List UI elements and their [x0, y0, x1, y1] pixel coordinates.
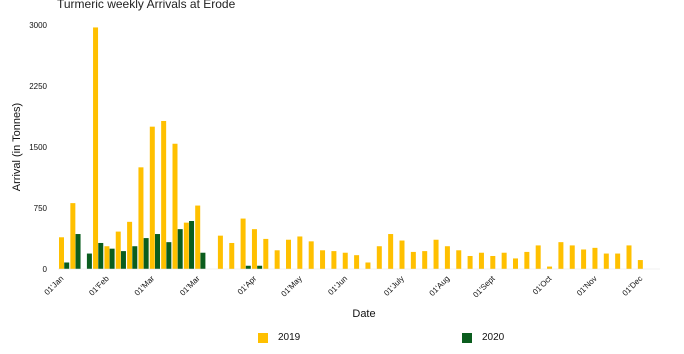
bar-2019-week-37: [467, 255, 473, 269]
x-tick-label: 01'Mar: [178, 274, 202, 298]
bar-2019-week-13: [195, 205, 201, 269]
x-tick-label: 01'May: [279, 274, 303, 298]
bar-2019-week-7: [127, 221, 133, 269]
bar-2019-week-43: [535, 245, 541, 269]
bar-2019-week-35: [444, 246, 450, 269]
bar-2019-week-18: [251, 229, 257, 269]
bar-2019-week-20: [274, 250, 280, 269]
x-tick-label: 01'Feb: [87, 274, 111, 298]
x-tick-label: 01'Jun: [326, 274, 349, 297]
bar-2020-week-1: [64, 262, 70, 269]
bar-2019-week-22: [297, 236, 303, 269]
bar-2019-week-36: [456, 250, 462, 269]
bar-2020-week-18: [257, 265, 263, 269]
bar-2019-week-24: [320, 250, 326, 269]
bar-2019-week-4: [93, 27, 99, 269]
bar-2020-week-17: [245, 265, 251, 269]
bar-2020-week-10: [166, 242, 172, 269]
bar-2019-week-25: [331, 251, 337, 269]
bar-2019-week-8: [138, 167, 144, 269]
chart-title: Turmeric weekly Arrivals at Erode: [57, 0, 236, 11]
y-tick-label: 3000: [29, 21, 47, 30]
x-tick-label: 01'Oct: [531, 274, 554, 297]
bar-2019-week-49: [603, 253, 609, 269]
bar-2019-week-12: [183, 222, 189, 269]
bar-2019-week-52: [637, 260, 643, 269]
bar-2019-week-19: [263, 238, 269, 269]
x-tick-label: 01'Aug: [428, 274, 452, 298]
bar-2019-week-45: [558, 242, 564, 269]
bar-2019-week-31: [399, 240, 405, 269]
bar-2020-week-7: [132, 246, 138, 269]
bar-2019-week-11: [172, 143, 178, 269]
y-axis-ticks: 0 750 1500 2250 3000: [29, 21, 47, 274]
legend-label-2019: 2019: [278, 332, 301, 343]
y-tick-label: 2250: [29, 82, 47, 91]
x-axis-ticks: 01'Jan 01'Feb 01'Mar 01'Mar 01'Apr 01'May 01'J…: [43, 274, 645, 300]
bar-2019-week-16: [229, 242, 235, 269]
bar-2020-week-13: [200, 252, 206, 269]
bar-2019-week-47: [581, 249, 587, 269]
bar-2020-week-5: [109, 248, 115, 269]
bar-2019-week-17: [240, 218, 246, 269]
bar-2019-week-42: [524, 251, 530, 269]
bar-2019-week-48: [592, 247, 598, 269]
y-axis-title: Arrival (in Tonnes): [11, 103, 23, 191]
legend-swatch-2020: [462, 332, 472, 343]
bar-2019-week-44: [547, 266, 553, 269]
bar-2019-week-39: [490, 255, 496, 269]
x-tick-label: 01'Apr: [236, 274, 259, 297]
bar-2020-week-9: [155, 234, 160, 269]
legend-swatch-2019: [258, 332, 268, 343]
y-tick-label: 750: [34, 204, 48, 213]
bar-2019-week-5: [104, 246, 110, 269]
bar-2019-week-38: [478, 252, 484, 269]
bar-2019-week-32: [410, 251, 416, 269]
bar-2019-week-34: [433, 239, 439, 269]
bar-2019-week-2: [70, 203, 76, 269]
bar-2019-week-29: [376, 246, 382, 269]
bar-2020-week-8: [143, 238, 149, 269]
bar-2019-week-10: [161, 120, 167, 269]
x-tick-label: 01'Nov: [575, 274, 599, 298]
x-tick-label: 01'Sept: [471, 274, 497, 300]
x-tick-label: 01'July: [382, 274, 406, 298]
bar-2019-week-15: [217, 235, 223, 269]
x-tick-label: 01'Mar: [133, 274, 157, 298]
x-tick-label: 01'Dec: [621, 274, 645, 298]
bar-2019-week-26: [342, 252, 348, 269]
y-tick-label: 1500: [29, 143, 47, 152]
bar-2019-week-6: [115, 231, 121, 269]
bar-2020-week-12: [189, 221, 195, 269]
bar-2020-week-6: [120, 251, 126, 269]
legend-label-2020: 2020: [482, 332, 505, 343]
bars: [59, 27, 643, 269]
bar-2019-week-50: [615, 253, 621, 269]
x-tick-label: 01'Jan: [43, 274, 66, 297]
bar-2019-week-46: [569, 245, 575, 269]
bar-2019-week-51: [626, 245, 632, 269]
bar-2019-week-23: [308, 241, 314, 269]
legend-item-2019: 2019: [258, 332, 300, 343]
y-tick-label: 0: [43, 265, 48, 274]
legend-item-2020: 2020: [462, 332, 504, 343]
bar-2019-week-40: [501, 252, 507, 269]
x-axis-title: Date: [352, 308, 375, 320]
bar-2019-week-33: [422, 251, 428, 269]
bar-2020-week-4: [98, 242, 104, 269]
bar-2019-week-9: [149, 126, 155, 269]
bar-2020-week-11: [177, 229, 183, 269]
bar-2020-week-2: [75, 234, 81, 269]
bar-2019-week-41: [513, 258, 518, 269]
bar-2019-week-30: [388, 234, 394, 269]
bar-2020-week-3: [86, 253, 92, 269]
bar-2019-week-21: [286, 239, 291, 269]
bar-2019-week-28: [365, 262, 371, 269]
bar-2019-week-27: [354, 255, 360, 269]
bar-2019-week-1: [59, 237, 64, 269]
